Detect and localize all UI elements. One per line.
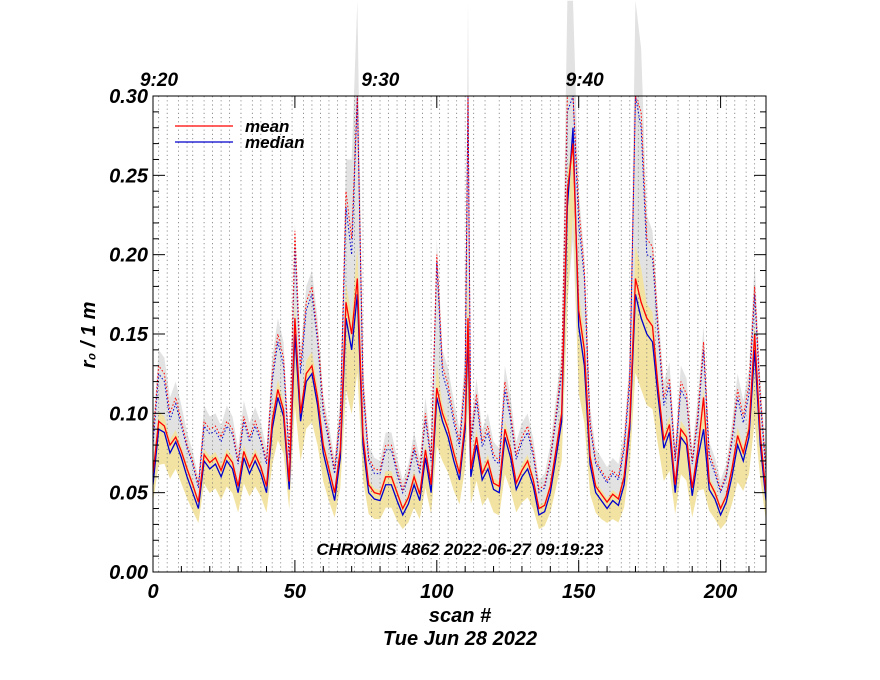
legend-median-label: median: [245, 133, 305, 152]
y-axis-label: r₀ / 1 m: [78, 302, 100, 369]
x-tick-label: 200: [703, 581, 737, 603]
time-tick-label: 9:40: [566, 70, 604, 91]
x-tick-label: 0: [147, 581, 158, 603]
time-tick-label: 9:30: [361, 70, 399, 91]
series-lines: [153, 95, 766, 517]
yellow-band-area: [153, 135, 766, 530]
x-tick-label: 100: [420, 581, 453, 603]
y-tick-label: 0.25: [109, 165, 149, 187]
x-tick-label: 150: [562, 581, 595, 603]
date-label: Tue Jun 28 2022: [383, 628, 537, 650]
chart-title: CHROMIS 4862 2022-06-27 09:19:23: [316, 540, 604, 559]
y-tick-label: 0.20: [109, 245, 148, 267]
legend: mean median: [175, 117, 305, 152]
y-tick-label: 0.10: [109, 403, 148, 425]
time-tick-label: 9:20: [140, 70, 178, 91]
series-mean-upper: [153, 95, 766, 492]
yellow-spread-band: [153, 135, 766, 530]
series-median-upper: [153, 95, 766, 495]
x-tick-label: 50: [284, 581, 306, 603]
tick-marks: 0 50 100 150 200 0.00 0.05 0.10 0.15 0.20 0.25 0.30…: [109, 70, 766, 603]
x-axis-label: scan #: [429, 605, 492, 627]
y-tick-label: 0.30: [109, 86, 148, 108]
y-tick-label: 0.00: [109, 562, 148, 584]
y-tick-label: 0.15: [109, 324, 149, 346]
y-tick-label: 0.05: [109, 483, 149, 505]
legend-mean-label: mean: [245, 117, 289, 136]
vertical-grid: [158, 96, 756, 572]
series-mean: [153, 143, 766, 511]
series-median: [153, 127, 766, 517]
